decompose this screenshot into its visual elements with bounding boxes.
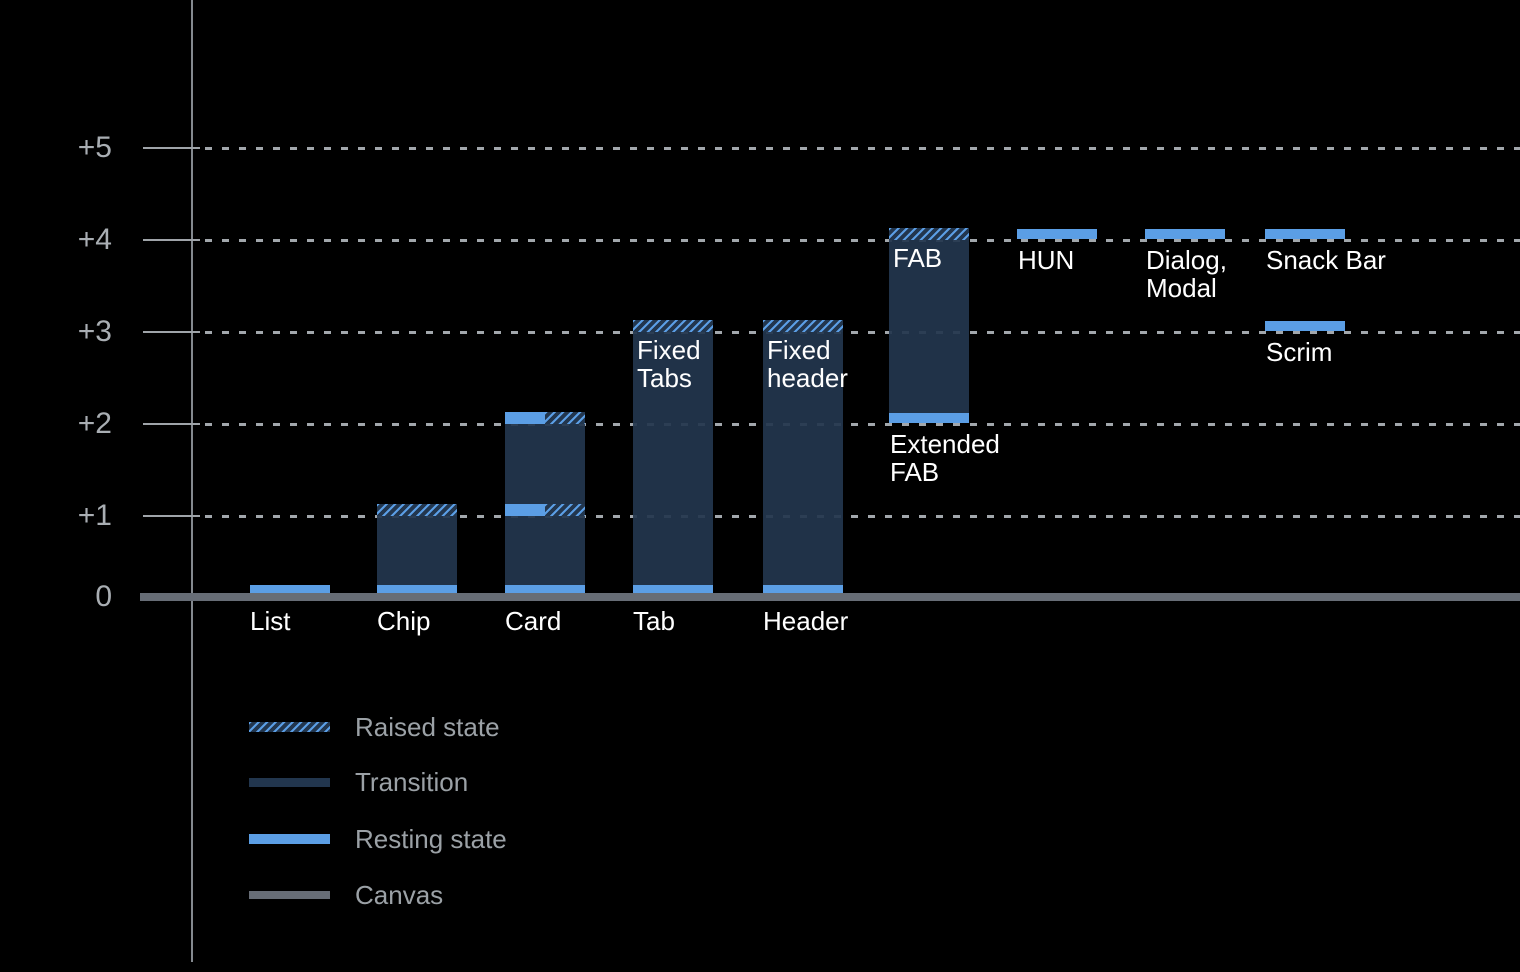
y-tick-label-2: +2 <box>77 407 112 440</box>
inner-label-header: Fixed header <box>767 335 848 393</box>
resting-band-dialog-modal <box>1145 229 1225 239</box>
y-tick-label-5: +5 <box>77 131 112 164</box>
y-tick-label-4: +4 <box>77 223 112 256</box>
legend-item-hatch: Raised state <box>249 712 749 742</box>
below-label-scrim: Scrim <box>1266 337 1333 367</box>
axis-tick-2 <box>143 423 200 425</box>
legend-label-gray: Canvas <box>355 879 444 910</box>
resting-band-fab <box>889 413 969 423</box>
legend-swatch-gray <box>249 891 330 899</box>
resting-half-band-card-1 <box>505 504 545 516</box>
below-label-snack-bar: Snack Bar <box>1266 245 1386 275</box>
legend-label-hatch: Raised state <box>355 711 500 742</box>
legend-item-gray: Canvas <box>249 880 749 910</box>
y-tick-label-1: +1 <box>77 499 112 532</box>
resting-band-header <box>763 585 843 593</box>
bar-body-header <box>763 332 843 585</box>
below-label-dialog-modal: Dialog, Modal <box>1146 245 1227 303</box>
gridline-5 <box>205 147 1520 150</box>
gridline-1 <box>205 515 1520 518</box>
resting-band-scrim <box>1265 321 1345 331</box>
bar-body-tab <box>633 332 713 585</box>
resting-half-band-card-2 <box>505 412 545 424</box>
axis-label-chip: Chip <box>377 606 431 636</box>
legend-swatch-navy <box>249 777 330 787</box>
axis-label-header: Header <box>763 606 849 636</box>
legend-swatch-blue <box>249 834 330 844</box>
raised-band-header <box>763 320 843 332</box>
y-axis-line <box>191 0 193 962</box>
canvas-baseline <box>140 593 1520 601</box>
legend-label-blue: Resting state <box>355 823 507 854</box>
raised-band-tab <box>633 320 713 332</box>
inner-label-tab: Fixed Tabs <box>637 335 701 393</box>
raised-band-fab <box>889 228 969 240</box>
resting-band-hun <box>1017 229 1097 239</box>
axis-label-tab: Tab <box>633 606 675 636</box>
below-label-fab: Extended FAB <box>890 429 1000 487</box>
axis-tick-5 <box>143 147 200 149</box>
axis-tick-1 <box>143 515 200 517</box>
axis-tick-3 <box>143 331 200 333</box>
resting-band-card <box>505 585 585 593</box>
legend-swatch-hatch <box>249 722 330 732</box>
resting-band-chip <box>377 585 457 593</box>
legend-label-navy: Transition <box>355 766 469 797</box>
raised-half-band-card-2 <box>545 412 585 424</box>
raised-half-band-card-1 <box>545 504 585 516</box>
gridline-3 <box>205 331 1520 334</box>
inner-label-fab: FAB <box>893 243 943 273</box>
resting-band-tab <box>633 585 713 593</box>
resting-band-snack-bar <box>1265 229 1345 239</box>
bar-body-chip <box>377 516 457 585</box>
axis-label-list: List <box>250 606 291 636</box>
axis-tick-4 <box>143 239 200 241</box>
raised-band-chip <box>377 504 457 516</box>
bar-body-fab <box>889 240 969 413</box>
legend-item-blue: Resting state <box>249 824 749 854</box>
gridline-4 <box>205 239 1520 242</box>
resting-band-list <box>250 585 330 593</box>
below-label-hun: HUN <box>1018 245 1075 275</box>
axis-label-card: Card <box>505 606 562 636</box>
legend-item-navy: Transition <box>249 767 749 797</box>
gridline-2 <box>205 423 1520 426</box>
y-tick-label-3: +3 <box>77 315 112 348</box>
y-tick-label-0: 0 <box>95 580 112 613</box>
